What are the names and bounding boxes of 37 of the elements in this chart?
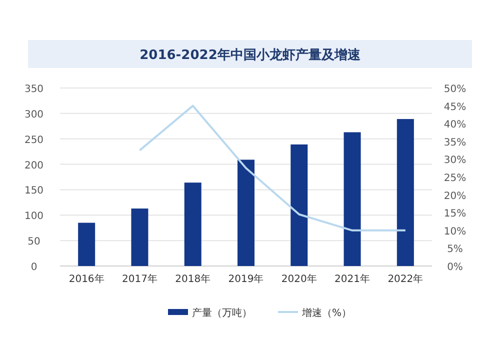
y2-tick-label: 10% (444, 226, 466, 238)
y-tick-label: 250 (24, 134, 44, 146)
y-tick-label: 350 (24, 84, 44, 95)
bar (131, 208, 148, 266)
y2-tick-label: 0% (447, 262, 463, 273)
bar (344, 132, 361, 266)
y2-tick-label: 40% (444, 120, 466, 131)
y-tick-label: 150 (24, 186, 44, 197)
x-tick-label: 2019年 (228, 273, 264, 285)
y2-tick-label: 30% (444, 155, 466, 166)
y2-tick-label: 5% (447, 244, 463, 256)
legend-label: 增速（%） (301, 307, 352, 319)
y2-tick-label: 35% (444, 137, 466, 148)
x-tick-label: 2022年 (388, 273, 424, 285)
y-tick-label: 300 (24, 109, 44, 120)
y-tick-label: 100 (24, 211, 44, 222)
x-tick-label: 2020年 (281, 273, 317, 285)
y2-tick-label: 45% (444, 102, 466, 113)
bar (238, 160, 254, 266)
line-series (138, 104, 406, 232)
legend-label: 产量（万吨） (192, 307, 252, 319)
y2-tick-label: 25% (444, 173, 466, 184)
x-tick-label: 2021年 (334, 273, 370, 285)
bar (184, 182, 202, 266)
y2-tick-label: 50% (444, 84, 466, 95)
y-tick-label: 0 (30, 262, 38, 273)
bar (290, 144, 308, 266)
y-tick-label: 200 (24, 160, 44, 172)
y2-tick-label: 15% (444, 208, 466, 220)
x-tick-label: 2016年 (68, 273, 104, 285)
y2-tick-label: 20% (444, 190, 466, 202)
bar (396, 119, 414, 266)
chart-title: 2016-2022年中国小龙虾产量及增速 (140, 47, 362, 63)
bar (78, 222, 96, 266)
y-tick-label: 50 (28, 236, 40, 248)
x-tick-label: 2017年 (122, 273, 158, 285)
x-tick-label: 2018年 (175, 273, 211, 285)
